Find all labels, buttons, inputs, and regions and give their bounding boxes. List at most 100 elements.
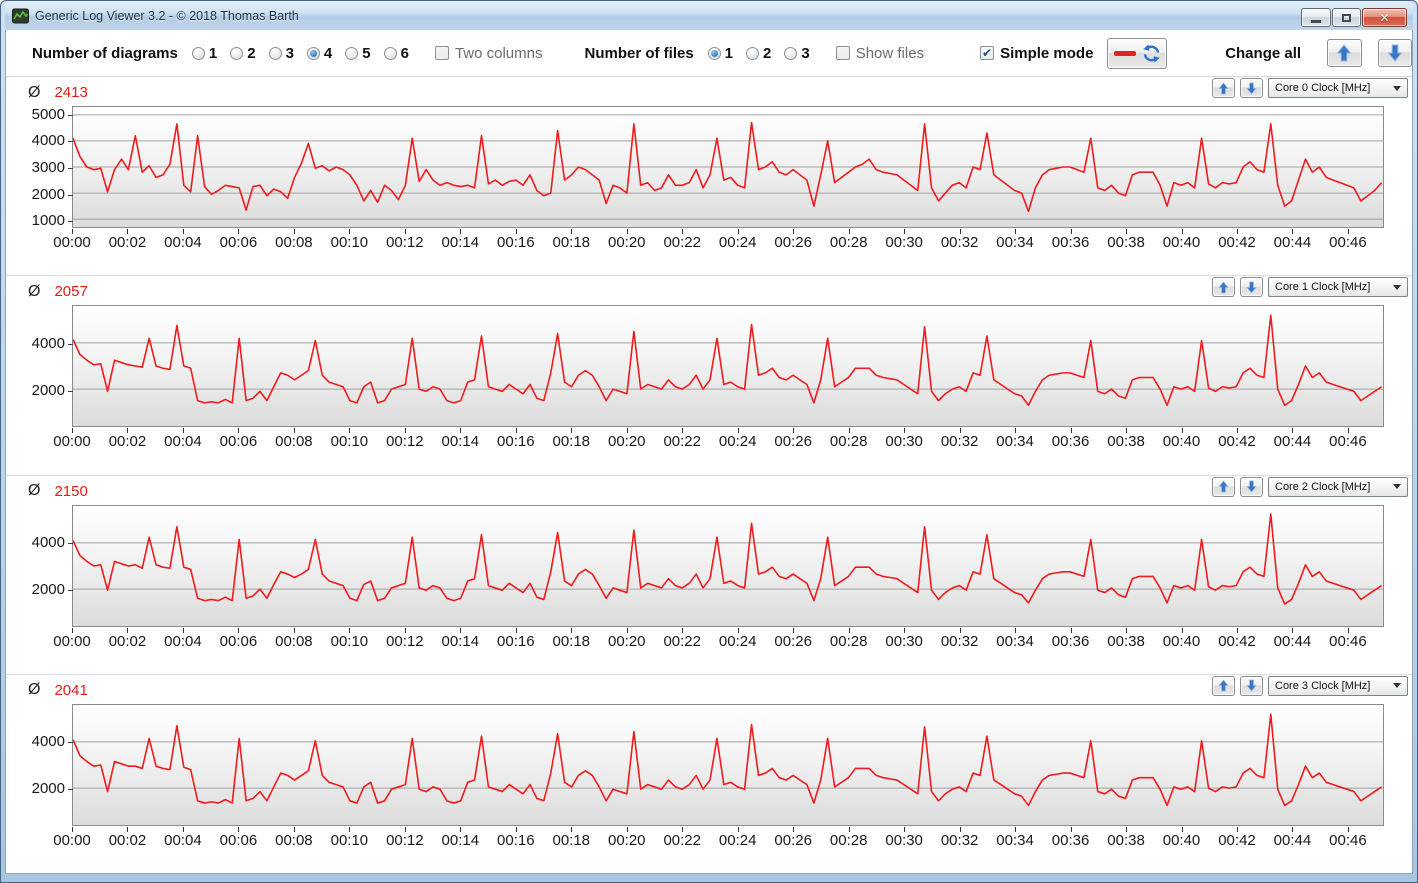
x-axis-tick bbox=[238, 826, 240, 832]
x-axis-tick bbox=[1126, 428, 1128, 434]
diagram-count-option-5[interactable]: 5 bbox=[345, 45, 371, 62]
checkbox-icon[interactable] bbox=[835, 46, 850, 60]
x-axis-label: 00:32 bbox=[940, 831, 979, 849]
chart-move-down-button[interactable] bbox=[1240, 675, 1263, 696]
chart-move-down-button[interactable] bbox=[1240, 476, 1263, 497]
x-axis-label: 00:44 bbox=[1273, 433, 1312, 451]
radio-icon[interactable] bbox=[191, 46, 205, 60]
diagram-count-option-4[interactable]: 4 bbox=[306, 45, 332, 62]
x-axis-tick bbox=[1347, 627, 1349, 633]
x-axis: 00:00 00:02 00:04 00:06 00:08 00:10 00:12 00:14… bbox=[53, 826, 1384, 853]
average-value: 2413 bbox=[54, 84, 88, 101]
radio-icon[interactable] bbox=[707, 46, 721, 60]
x-axis-tick bbox=[626, 627, 628, 633]
y-axis-tick bbox=[68, 168, 73, 169]
x-axis-label: 00:36 bbox=[1051, 831, 1090, 849]
x-axis-tick bbox=[571, 428, 573, 434]
chart-move-down-button[interactable] bbox=[1240, 277, 1263, 298]
x-axis-label: 00:18 bbox=[552, 234, 591, 251]
diagram-count-option-2[interactable]: 2 bbox=[230, 45, 256, 62]
show-files-checkbox[interactable]: Show files bbox=[835, 45, 924, 62]
chart-header: Ø 2413 bbox=[14, 80, 1404, 105]
radio-icon[interactable] bbox=[784, 46, 798, 60]
chart-move-down-button[interactable] bbox=[1240, 78, 1263, 98]
diagram-count-option-6[interactable]: 6 bbox=[383, 45, 409, 62]
y-axis-tick bbox=[68, 390, 73, 392]
radio-label: 3 bbox=[801, 44, 810, 62]
average-display: Ø 2057 bbox=[28, 283, 88, 301]
file-count-option-3[interactable]: 3 bbox=[784, 44, 810, 62]
radio-icon[interactable] bbox=[345, 46, 359, 60]
x-axis-label: 00:24 bbox=[718, 632, 757, 650]
line-style-refresh-button[interactable] bbox=[1107, 37, 1168, 69]
x-axis-label: 00:24 bbox=[718, 831, 757, 849]
two-columns-checkbox[interactable]: Two columns bbox=[434, 45, 542, 62]
x-axis-label: 00:36 bbox=[1051, 234, 1090, 251]
x-axis-label: 00:20 bbox=[607, 632, 646, 650]
checkbox-icon[interactable] bbox=[434, 46, 449, 60]
arrow-up-icon bbox=[1336, 44, 1352, 62]
x-axis-tick bbox=[959, 428, 961, 434]
file-count-option-1[interactable]: 1 bbox=[707, 45, 733, 62]
x-axis-label: 00:36 bbox=[1051, 632, 1090, 650]
x-axis-label: 00:18 bbox=[552, 831, 591, 849]
chart-move-up-button[interactable] bbox=[1212, 476, 1235, 497]
x-axis-label: 00:08 bbox=[275, 632, 313, 650]
y-axis-tick bbox=[68, 789, 73, 791]
plot-area: 1000 2000 3000 4000 5000 bbox=[32, 106, 1384, 229]
radio-label: 3 bbox=[285, 44, 294, 62]
y-axis-tick bbox=[68, 194, 73, 196]
plot-zone: 2000 4000 bbox=[32, 305, 1384, 428]
x-axis-tick bbox=[72, 229, 73, 234]
diagram-count-option-3[interactable]: 3 bbox=[268, 44, 294, 62]
radio-icon[interactable] bbox=[306, 46, 320, 60]
radio-icon[interactable] bbox=[268, 46, 282, 60]
radio-icon[interactable] bbox=[230, 46, 244, 60]
radio-icon[interactable] bbox=[383, 46, 397, 60]
x-axis-label: 00:34 bbox=[996, 632, 1034, 650]
chart-move-up-button[interactable] bbox=[1212, 277, 1235, 298]
checkbox-icon[interactable] bbox=[980, 46, 995, 60]
signal-select-dropdown[interactable]: Core 3 Clock [MHz] bbox=[1268, 675, 1408, 696]
x-axis-tick bbox=[626, 229, 628, 234]
x-axis-label: 00:22 bbox=[663, 831, 701, 849]
x-axis-label: 00:16 bbox=[497, 831, 535, 849]
x-axis-label: 00:14 bbox=[441, 632, 480, 650]
average-symbol: Ø bbox=[28, 482, 41, 499]
x-axis-tick bbox=[1126, 627, 1128, 633]
x-axis-tick bbox=[1292, 229, 1294, 234]
x-axis-tick bbox=[404, 826, 406, 832]
y-axis-label: 2000 bbox=[31, 780, 65, 798]
simple-mode-checkbox[interactable]: Simple mode bbox=[980, 45, 1093, 62]
titlebar[interactable]: Generic Log Viewer 3.2 - © 2018 Thomas B… bbox=[5, 1, 1413, 30]
signal-select-dropdown[interactable]: Core 1 Clock [MHz] bbox=[1268, 277, 1408, 298]
x-axis-tick bbox=[793, 627, 795, 633]
close-button[interactable]: ✕ bbox=[1362, 8, 1407, 27]
x-axis-label: 00:40 bbox=[1162, 234, 1201, 251]
x-axis-tick bbox=[1347, 826, 1349, 832]
toolbar: Number of diagrams 1 2 3 4 5 6 Two columns Nu… bbox=[6, 30, 1413, 77]
minimize-button[interactable] bbox=[1301, 8, 1331, 27]
x-axis-label: 00:14 bbox=[441, 831, 480, 849]
x-axis-label: 00:06 bbox=[219, 831, 258, 849]
x-axis-tick bbox=[349, 428, 351, 434]
maximize-button[interactable] bbox=[1332, 8, 1361, 27]
signal-select-dropdown[interactable]: Core 2 Clock [MHz] bbox=[1268, 476, 1408, 497]
chart-move-up-button[interactable] bbox=[1212, 78, 1235, 98]
x-axis-tick bbox=[1347, 428, 1349, 434]
x-axis-tick bbox=[737, 229, 739, 234]
x-axis-tick bbox=[127, 826, 129, 832]
diagram-count-option-1[interactable]: 1 bbox=[191, 45, 217, 62]
y-axis-label: 3000 bbox=[31, 159, 65, 176]
y-axis-tick bbox=[68, 742, 73, 744]
change-all-up-button[interactable] bbox=[1327, 39, 1362, 67]
change-all-down-button[interactable] bbox=[1377, 39, 1413, 67]
line-chart-svg bbox=[73, 107, 1383, 227]
radio-icon[interactable] bbox=[746, 46, 760, 60]
file-count-option-2[interactable]: 2 bbox=[746, 45, 771, 62]
x-axis-label: 00:06 bbox=[219, 433, 258, 451]
chart-move-up-button[interactable] bbox=[1212, 675, 1235, 696]
signal-select-dropdown[interactable]: Core 0 Clock [MHz] bbox=[1268, 78, 1408, 98]
number-of-files-label: Number of files bbox=[584, 44, 694, 62]
x-axis-label: 00:38 bbox=[1107, 632, 1145, 650]
